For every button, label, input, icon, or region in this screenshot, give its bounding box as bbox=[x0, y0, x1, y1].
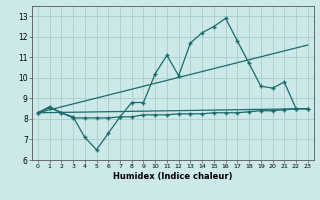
X-axis label: Humidex (Indice chaleur): Humidex (Indice chaleur) bbox=[113, 172, 233, 181]
